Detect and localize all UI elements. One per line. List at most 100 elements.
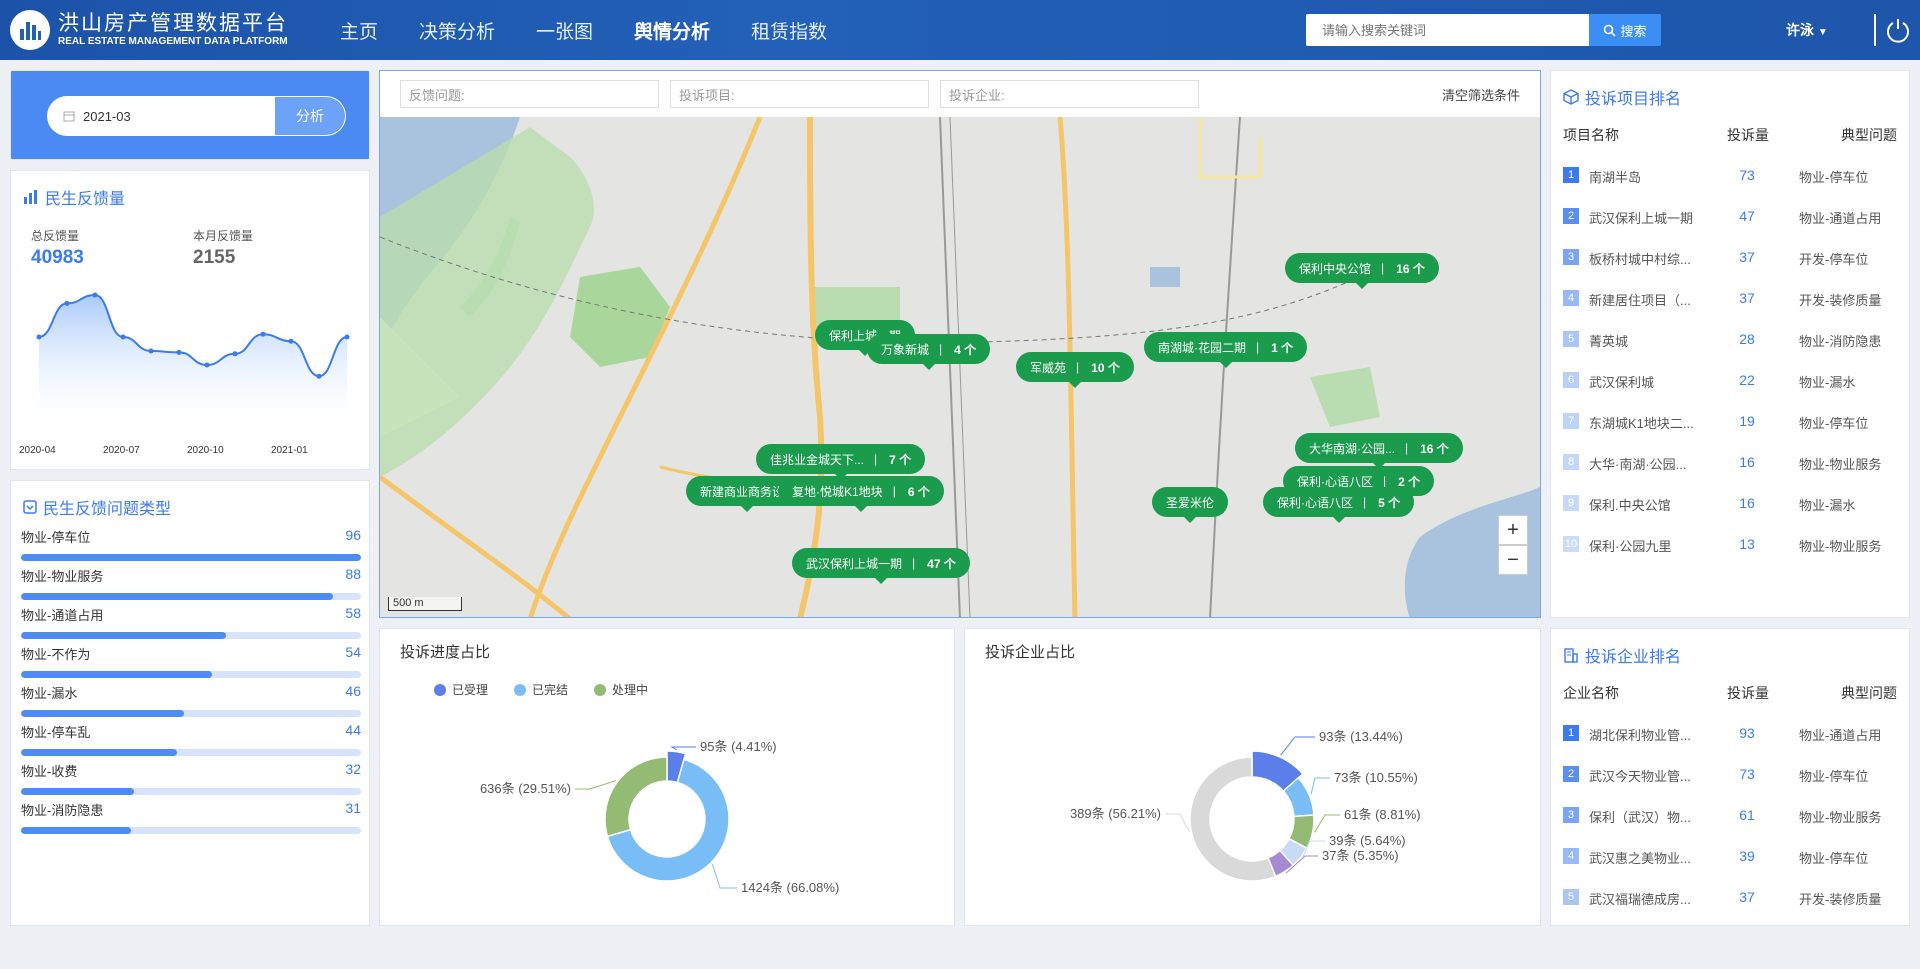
rank-count: 37 bbox=[1739, 889, 1755, 905]
rank-row[interactable]: 4 武汉惠之美物业... 39 物业-停车位 bbox=[1563, 846, 1903, 866]
legend-item[interactable]: 已受理 bbox=[434, 681, 488, 698]
map-marker[interactable]: 佳兆业金城天下... | 7 个 bbox=[756, 444, 926, 480]
marker-count: 2 个 bbox=[1398, 474, 1421, 489]
power-icon[interactable] bbox=[1884, 16, 1912, 47]
calendar-icon bbox=[63, 111, 75, 122]
map-marker[interactable]: 保利中央公馆 | 16 个 bbox=[1285, 253, 1439, 289]
map-marker[interactable]: 万象新城 | 4 个 bbox=[867, 334, 991, 370]
rank-name: 南湖半岛 bbox=[1589, 170, 1642, 185]
legend-item[interactable]: 处理中 bbox=[594, 681, 648, 698]
rank-row[interactable]: 4 新建居住项目（... 37 开发-装修质量 bbox=[1563, 288, 1903, 308]
progress-chart-title: 投诉进度占比 bbox=[400, 644, 491, 661]
map-marker[interactable]: 武汉保利上城一期 | 47 个 bbox=[792, 548, 970, 584]
rank-issue: 开发-装修质量 bbox=[1799, 293, 1882, 308]
rank-number-badge: 3 bbox=[1563, 807, 1579, 823]
rank-row[interactable]: 3 板桥村城中村综... 37 开发-停车位 bbox=[1563, 247, 1903, 267]
map-marker[interactable]: 圣爱米伦 bbox=[1152, 487, 1229, 523]
problem-types-panel: 民生反馈问题类型 物业-停车位 96 物业-物业服务 88 物业-通道占用 58 物业-不作… bbox=[10, 480, 370, 926]
marker-separator: | bbox=[892, 484, 896, 498]
rank-number-badge: 5 bbox=[1563, 889, 1579, 905]
analyze-button[interactable]: 分析 bbox=[275, 96, 346, 136]
x-axis-label: 2020-07 bbox=[103, 445, 140, 456]
marker-name: 军威苑 bbox=[1030, 360, 1067, 375]
date-picker[interactable]: 2021-03 bbox=[47, 96, 275, 136]
building-logo-icon bbox=[10, 10, 50, 50]
company-filter[interactable]: 投诉企业: bbox=[940, 80, 1199, 108]
donut-slice[interactable] bbox=[1251, 750, 1304, 793]
marker-separator: | bbox=[1256, 340, 1260, 354]
nav-rental-index[interactable]: 租赁指数 bbox=[751, 21, 828, 43]
marker-name: 新建商业商务设... bbox=[700, 484, 795, 499]
rank-count: 93 bbox=[1739, 725, 1755, 741]
rank-row[interactable]: 2 武汉保利上城一期 47 物业-通道占用 bbox=[1563, 206, 1903, 226]
company-rank-panel: 投诉企业排名 企业名称 投诉量 典型问题 1 湖北保利物业管... 93 物业-通道占… bbox=[1550, 628, 1910, 926]
label-leader-line bbox=[1301, 840, 1325, 859]
data-point bbox=[344, 334, 350, 340]
rank-row[interactable]: 2 武汉今天物业管... 73 物业-停车位 bbox=[1563, 764, 1903, 784]
project-filter[interactable]: 投诉项目: bbox=[670, 80, 929, 108]
rank-row[interactable]: 10 保利·公园九里 13 物业-物业服务 bbox=[1563, 534, 1903, 554]
rank-row[interactable]: 1 湖北保利物业管... 93 物业-通道占用 bbox=[1563, 723, 1903, 743]
rank-row[interactable]: 5 武汉福瑞德成房... 37 开发-装修质量 bbox=[1563, 887, 1903, 907]
column-header-company: 企业名称 bbox=[1563, 685, 1619, 701]
feedback-area-chart: 2020-04 2020-07 2020-10 2021-01 bbox=[19, 292, 350, 456]
map-marker[interactable]: 保利·心语八区 | 5 个 bbox=[1263, 487, 1415, 523]
feedback-title: 民生反馈量 bbox=[45, 191, 126, 208]
nav-decision-analysis[interactable]: 决策分析 bbox=[419, 21, 496, 43]
zoom-in-button[interactable]: + bbox=[1498, 515, 1528, 545]
search-input[interactable] bbox=[1306, 14, 1589, 46]
marker-separator: | bbox=[874, 452, 878, 466]
rank-row[interactable]: 9 保利.中央公馆 16 物业-漏水 bbox=[1563, 493, 1903, 513]
donut-slice[interactable] bbox=[606, 758, 730, 882]
map-canvas[interactable] bbox=[380, 117, 1540, 618]
problem-type-value: 46 bbox=[345, 683, 361, 699]
zoom-out-button[interactable]: − bbox=[1498, 545, 1528, 575]
column-header-count: 投诉量 bbox=[1727, 127, 1769, 143]
rank-number-badge: 2 bbox=[1563, 208, 1579, 224]
problem-type-name: 物业-停车位 bbox=[21, 530, 91, 545]
rank-issue: 物业-通道占用 bbox=[1799, 211, 1882, 226]
nav-sentiment-analysis[interactable]: 舆情分析 bbox=[634, 21, 711, 43]
slice-label: 1424条 (66.08%) bbox=[741, 880, 839, 895]
rank-row[interactable]: 3 保利（武汉）物... 61 物业-物业服务 bbox=[1563, 805, 1903, 825]
map-marker[interactable]: 大华南湖·公园... | 16 个 bbox=[1295, 433, 1463, 469]
problem-type-bar-fill bbox=[21, 749, 177, 756]
rank-row[interactable]: 6 武汉保利城 22 物业-漏水 bbox=[1563, 370, 1903, 390]
main-nav: 主页 决策分析 一张图 舆情分析 租赁指数 bbox=[340, 0, 868, 60]
progress-legend: 已受理 已完结 处理中 bbox=[434, 681, 674, 698]
nav-home[interactable]: 主页 bbox=[340, 21, 379, 43]
problem-type-row: 物业-停车位 96 bbox=[21, 527, 361, 563]
search-button[interactable]: 搜索 bbox=[1589, 14, 1661, 46]
marker-count: 47 个 bbox=[927, 556, 956, 571]
rank-row[interactable]: 8 大华·南湖·公园... 16 物业-物业服务 bbox=[1563, 452, 1903, 472]
rank-name: 板桥村城中村综... bbox=[1589, 252, 1691, 267]
rank-row[interactable]: 5 菁英城 28 物业-消防隐患 bbox=[1563, 329, 1903, 349]
nav-one-map[interactable]: 一张图 bbox=[536, 21, 594, 43]
feedback-issue-filter[interactable]: 反馈问题: bbox=[400, 80, 659, 108]
legend-item[interactable]: 已完结 bbox=[514, 681, 568, 698]
problem-type-bar-fill bbox=[21, 827, 131, 834]
marker-count: 5 个 bbox=[1378, 495, 1401, 510]
data-point bbox=[288, 338, 294, 344]
donut-slice[interactable] bbox=[604, 756, 668, 838]
top-header: 洪山房产管理数据平台 REAL ESTATE MANAGEMENT DATA P… bbox=[0, 0, 1920, 60]
divider bbox=[1874, 14, 1876, 46]
problem-type-bar bbox=[21, 749, 361, 756]
donut-slice[interactable] bbox=[1189, 756, 1277, 882]
marker-count: 16 个 bbox=[1396, 261, 1425, 276]
rank-row[interactable]: 1 南湖半岛 73 物业-停车位 bbox=[1563, 165, 1903, 185]
map-marker[interactable]: 南湖城·花园二期 | 1 个 bbox=[1144, 332, 1308, 368]
inbox-icon bbox=[23, 500, 37, 514]
map-marker[interactable]: 复地·悦城K1地块 | 6 个 bbox=[778, 476, 944, 512]
rank-name: 保利（武汉）物... bbox=[1589, 810, 1691, 825]
rank-row[interactable]: 7 东湖城K1地块二... 19 物业-停车位 bbox=[1563, 411, 1903, 431]
user-menu[interactable]: 许泳 ▼ bbox=[1786, 20, 1828, 40]
clear-filters-button[interactable]: 清空筛选条件 bbox=[1441, 88, 1520, 103]
marker-count: 4 个 bbox=[954, 342, 977, 357]
building-icon bbox=[1564, 648, 1578, 663]
column-header-project: 项目名称 bbox=[1563, 127, 1619, 143]
rank-count: 73 bbox=[1739, 167, 1755, 183]
problem-type-value: 31 bbox=[345, 800, 361, 816]
map-marker[interactable]: 军威苑 | 10 个 bbox=[1016, 352, 1134, 388]
logo[interactable]: 洪山房产管理数据平台 REAL ESTATE MANAGEMENT DATA P… bbox=[10, 10, 340, 50]
